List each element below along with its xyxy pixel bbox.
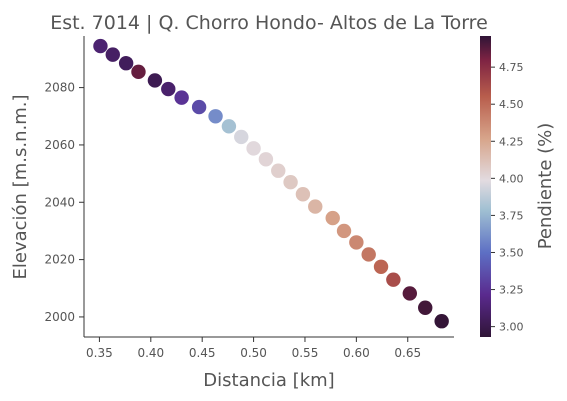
data-point [105, 47, 120, 62]
data-point [386, 272, 401, 287]
y-axis-label: Elevación [m.s.n.m.] [10, 95, 31, 280]
chart-title: Est. 7014 | Q. Chorro Hondo- Altos de La… [50, 12, 488, 34]
data-point [434, 314, 449, 329]
data-point [131, 64, 146, 80]
data-point [246, 141, 261, 156]
colorbar-tick-label: 3.75 [499, 209, 524, 222]
x-axis-label: Distancia [km] [203, 370, 334, 391]
data-point [161, 81, 176, 97]
y-tick-label: 2060 [44, 138, 75, 152]
data-point [325, 210, 340, 226]
data-point [118, 56, 134, 71]
data-point [208, 109, 223, 124]
x-tick-label: 0.45 [189, 346, 216, 360]
x-tick-label: 0.55 [292, 346, 319, 360]
data-points [93, 38, 449, 329]
data-point [147, 73, 163, 88]
data-point [373, 259, 389, 274]
data-point [221, 119, 237, 134]
colorbar-tick-label: 3.50 [499, 246, 524, 259]
colorbar-tick-label: 4.50 [499, 98, 524, 111]
data-point [349, 235, 364, 250]
colorbar-tick-label: 3.00 [499, 321, 524, 334]
data-point [336, 223, 352, 239]
y-tick-label: 2040 [44, 195, 75, 209]
x-tick-label: 0.40 [137, 346, 164, 360]
data-point [93, 38, 108, 54]
data-point [402, 286, 418, 301]
colorbar-tick-label: 4.25 [499, 135, 524, 148]
data-point [271, 163, 286, 178]
colorbar-tick-label: 4.75 [499, 61, 524, 74]
data-point [174, 90, 189, 105]
y-tick-label: 2000 [44, 310, 75, 324]
colorbar-tick-label: 3.25 [499, 284, 524, 297]
colorbar-label: Pendiente (%) [535, 123, 556, 250]
data-point [361, 247, 376, 262]
data-point [191, 99, 207, 115]
colorbar-gradient [480, 36, 491, 337]
plot-area: 0.35 0.40 0.45 0.50 0.55 0.60 0.65 2000 2020 204… [44, 36, 454, 360]
data-point [258, 152, 274, 167]
colorbar: 3.00 3.25 3.50 3.75 4.00 4.25 4.50 4.75 Pendien… [480, 36, 556, 337]
x-axis-ticks: 0.35 0.40 0.45 0.50 0.55 0.60 0.65 [86, 337, 421, 360]
data-point [283, 175, 298, 190]
y-tick-label: 2020 [44, 253, 75, 267]
x-tick-label: 0.65 [394, 346, 421, 360]
x-tick-label: 0.35 [86, 346, 113, 360]
colorbar-ticks: 3.00 3.25 3.50 3.75 4.00 4.25 4.50 4.75 [491, 61, 524, 334]
x-tick-label: 0.50 [240, 346, 267, 360]
data-point [295, 187, 311, 202]
y-axis-ticks: 2000 2020 2040 2060 2080 [44, 81, 84, 324]
data-point [418, 300, 433, 315]
y-tick-label: 2080 [44, 81, 75, 95]
colorbar-tick-label: 4.00 [499, 172, 524, 185]
data-point [234, 129, 249, 145]
x-tick-label: 0.60 [343, 346, 370, 360]
data-point [308, 199, 323, 214]
